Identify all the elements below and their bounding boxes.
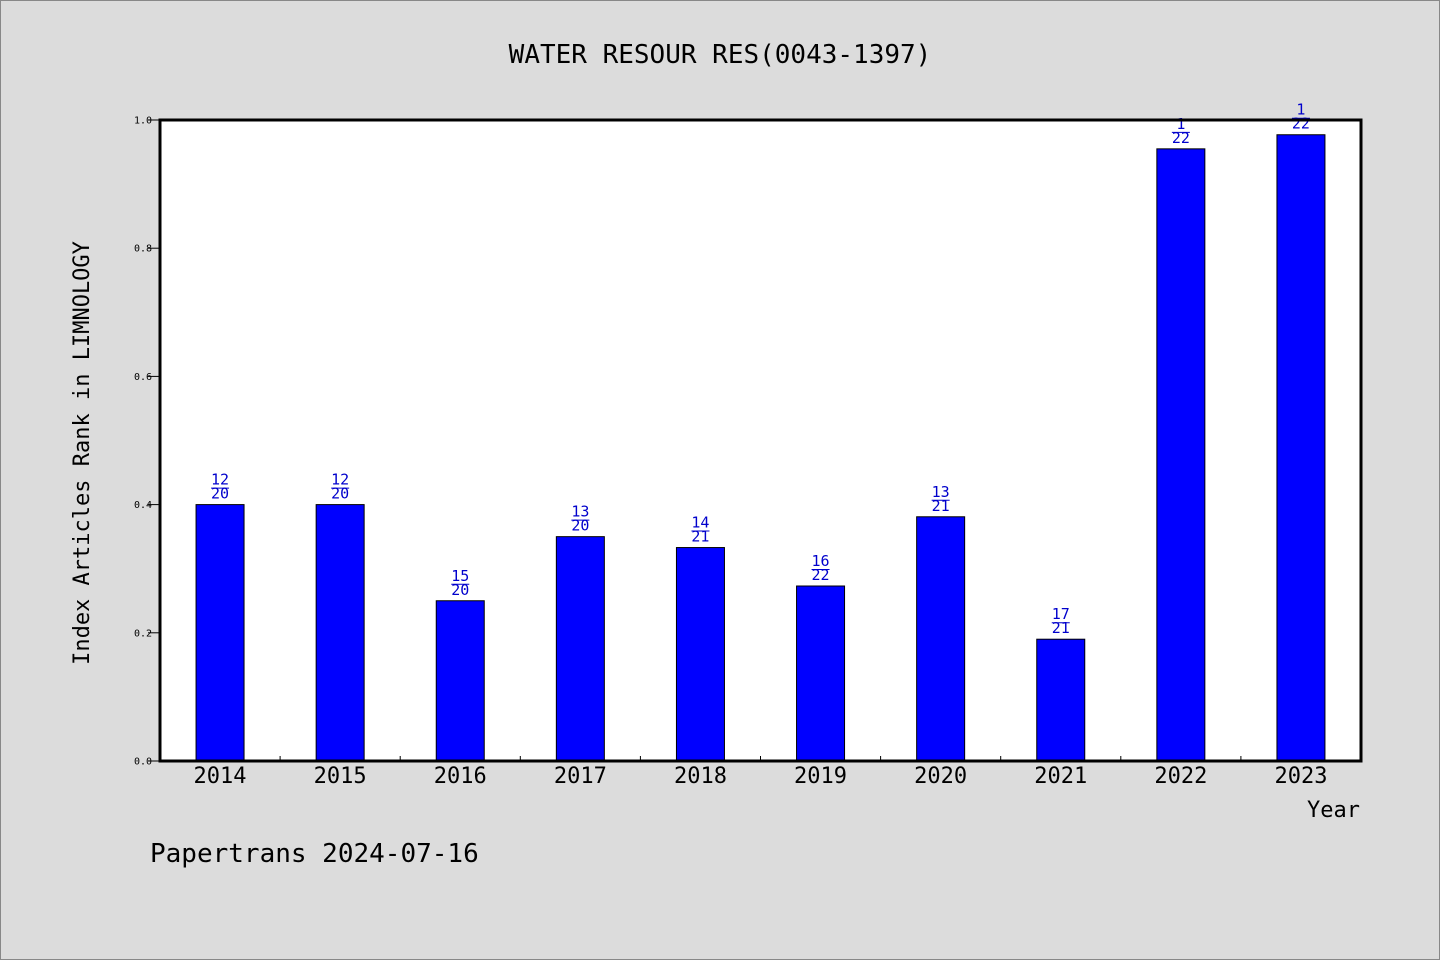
bar-rank-label-2017: 13: [571, 503, 589, 521]
bar-rank-label-2014: 12: [211, 471, 229, 489]
bar-total-label-2014: 20: [211, 485, 229, 503]
bar-total-label-2021: 21: [1052, 619, 1070, 637]
bar-rank-label-2018: 14: [691, 514, 709, 532]
bar-rank-label-2023: 1: [1296, 101, 1305, 119]
x-axis-ticks: 2014 2015 2016 2017 2018 2019 2020 2021 2022 2023: [194, 756, 1327, 789]
bar-total-label-2020: 21: [932, 497, 950, 515]
bar-2015: [315, 504, 365, 762]
bar-rank-label-2021: 17: [1052, 605, 1070, 623]
y-axis-label: Index Articles Rank in LIMNOLOGY: [70, 241, 95, 665]
bar-2017: [555, 536, 605, 762]
bar-2020: [916, 516, 966, 762]
y-tick-label-1: 0.2: [134, 628, 152, 639]
bar-rank-label-2019: 16: [812, 552, 830, 570]
bar-total-label-2022: 22: [1172, 129, 1190, 147]
x-axis-label: Year: [1307, 798, 1360, 823]
bars-group: [195, 134, 1326, 762]
x-tick-label-2014: 2014: [194, 764, 247, 789]
x-tick-label-2023: 2023: [1274, 764, 1327, 789]
bar-total-label-2019: 22: [812, 566, 830, 584]
bar-2021: [1036, 638, 1086, 762]
x-tick-label-2020: 2020: [914, 764, 967, 789]
x-tick-label-2016: 2016: [434, 764, 487, 789]
footer-credit: Papertrans 2024-07-16: [150, 839, 479, 869]
bar-2014: [195, 504, 245, 762]
x-tick-label-2019: 2019: [794, 764, 847, 789]
x-tick-label-2018: 2018: [674, 764, 727, 789]
y-axis-ticks: 0.0 0.2 0.4 0.6 0.8 1.0: [134, 116, 160, 768]
bar-total-label-2018: 21: [691, 528, 709, 546]
bar-rank-label-2020: 13: [932, 483, 950, 501]
y-tick-label-5: 1.0: [134, 116, 152, 127]
bar-rank-label-2016: 15: [451, 567, 469, 585]
bar-2022: [1156, 148, 1206, 762]
bar-2019: [796, 585, 846, 762]
y-tick-label-3: 0.6: [134, 372, 152, 383]
bar-total-label-2015: 20: [331, 485, 349, 503]
bar-2016: [435, 600, 485, 762]
y-tick-label-4: 0.8: [134, 244, 152, 255]
bar-total-label-2023: 22: [1292, 115, 1310, 133]
bar-2018: [675, 547, 725, 762]
x-tick-label-2017: 2017: [554, 764, 607, 789]
x-tick-label-2022: 2022: [1154, 764, 1207, 789]
chart-title: WATER RESOUR RES(0043-1397): [509, 40, 932, 70]
y-tick-label-0: 0.0: [134, 757, 152, 768]
x-tick-label-2015: 2015: [314, 764, 367, 789]
bar-total-label-2017: 20: [571, 517, 589, 535]
bar-rank-label-2022: 1: [1176, 115, 1185, 133]
bar-2023: [1276, 134, 1326, 762]
y-tick-label-2: 0.4: [134, 500, 152, 511]
bar-total-label-2016: 20: [451, 581, 469, 599]
bar-rank-label-2015: 12: [331, 471, 349, 489]
x-tick-label-2021: 2021: [1034, 764, 1087, 789]
